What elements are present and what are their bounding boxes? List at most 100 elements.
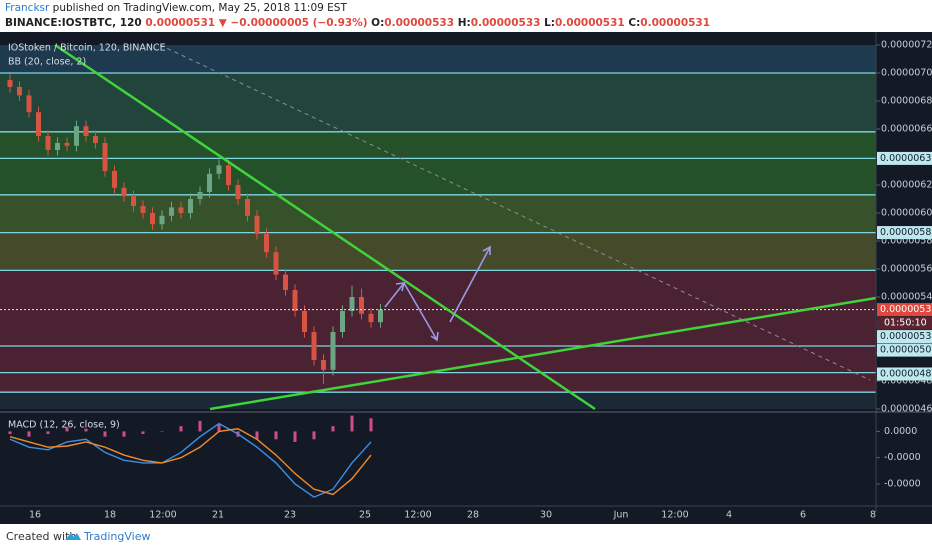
- x-tick-label: 12:00: [149, 510, 176, 521]
- candle-body: [368, 313, 374, 323]
- x-tick-label: 28: [467, 510, 479, 521]
- projection-arrows: [384, 245, 491, 342]
- macd-hist: [255, 431, 259, 440]
- l-label: L:: [544, 17, 555, 29]
- countdown: 01:50:10: [884, 318, 927, 329]
- arrow-head: [482, 245, 491, 255]
- publish-line: Francksr published on TradingView.com, M…: [5, 2, 347, 14]
- author[interactable]: Francksr: [5, 2, 50, 14]
- candle-body: [83, 126, 89, 136]
- candle-body: [112, 171, 117, 188]
- arrow-head: [430, 331, 439, 342]
- macd-tick-label: -0.0000: [884, 452, 921, 463]
- candle-body: [64, 143, 70, 146]
- candle-body: [26, 95, 32, 113]
- zone: [0, 270, 876, 393]
- price-label: 0.00000485: [880, 369, 932, 380]
- macd-hist: [293, 431, 297, 442]
- candle-body: [188, 199, 193, 213]
- macd-hist: [8, 431, 12, 435]
- zone: [0, 232, 876, 271]
- candle-body: [264, 234, 269, 253]
- x-tick-label: 21: [212, 510, 224, 521]
- candle-body: [55, 143, 60, 150]
- last: 0.00000531: [145, 17, 216, 29]
- candle-body: [330, 332, 336, 370]
- candle-body: [340, 311, 345, 332]
- x-tick-label: Jun: [613, 510, 629, 521]
- candle-body: [197, 192, 203, 199]
- arrow: [384, 282, 405, 308]
- labels: 0.000004600.000004800.000005000.00000520…: [29, 40, 932, 521]
- logo: [65, 533, 81, 540]
- dashed-trendline: [159, 44, 871, 381]
- logo-shape: [65, 533, 81, 540]
- candle-body: [102, 143, 108, 171]
- price-label-box: [877, 343, 932, 357]
- macd-tick-label: -0.0000: [884, 478, 921, 489]
- candle-body: [93, 136, 98, 143]
- candle-body: [150, 213, 155, 225]
- macd-hist: [103, 431, 107, 437]
- candle-body: [74, 126, 79, 146]
- candle-body: [140, 206, 146, 213]
- macd-hist: [46, 431, 50, 435]
- l: 0.00000531: [554, 17, 625, 29]
- macd-hist: [84, 428, 88, 432]
- candle-body: [292, 290, 298, 311]
- candle-body: [178, 207, 184, 213]
- candle-body: [169, 207, 174, 216]
- candle-body: [207, 173, 212, 192]
- macd-hist: [141, 431, 145, 435]
- published: published on TradingView.com, May 25, 20…: [52, 2, 347, 14]
- symbol: BINANCE:IOSTBTC, 120: [5, 17, 142, 29]
- footer: Created with TradingView: [0, 524, 932, 550]
- macd-macd-line: [9, 422, 372, 498]
- candle-body: [36, 112, 41, 136]
- candle-body: [7, 80, 13, 87]
- candle-body: [131, 196, 136, 206]
- candle-body: [302, 311, 307, 332]
- arrow: [449, 246, 491, 323]
- candle-body: [359, 297, 364, 314]
- x-tick-label: 25: [359, 510, 371, 521]
- macd-hist: [217, 423, 221, 432]
- change: ▼ −0.00000005 (−0.93%): [218, 17, 368, 29]
- macd-signal-line: [9, 428, 372, 496]
- countdown-box: [877, 316, 932, 330]
- price-label: 0.00000639: [880, 153, 932, 164]
- macd-tick-label: 0.0000: [884, 426, 917, 437]
- macd-hist: [65, 427, 69, 432]
- chart-title: IOStoken / Bitcoin, 120, BINANCE: [8, 43, 166, 54]
- macd-hist: [27, 431, 31, 437]
- candle-body: [321, 360, 326, 370]
- candle-body: [235, 185, 241, 199]
- last-price-box: [877, 303, 932, 317]
- zone: [0, 194, 876, 233]
- marks: [0, 74, 876, 498]
- price-label-box: [877, 226, 932, 240]
- candle-body: [273, 252, 279, 275]
- zone: [0, 131, 876, 195]
- zone: [0, 45, 876, 73]
- brand[interactable]: TradingView: [84, 530, 151, 543]
- x-tick-label: 12:00: [404, 510, 431, 521]
- candle-body: [349, 297, 355, 311]
- x-tick-label: 8: [870, 510, 876, 521]
- x-tick-label: 6: [800, 510, 806, 521]
- price-label: 0.00000586: [880, 227, 932, 238]
- zones: [0, 45, 876, 409]
- h: 0.00000533: [470, 17, 541, 29]
- header: Francksr published on TradingView.com, M…: [0, 0, 932, 32]
- arrow: [403, 282, 438, 341]
- o: 0.00000533: [384, 17, 455, 29]
- h-label: H:: [457, 17, 471, 29]
- up-trendline: [209, 296, 877, 411]
